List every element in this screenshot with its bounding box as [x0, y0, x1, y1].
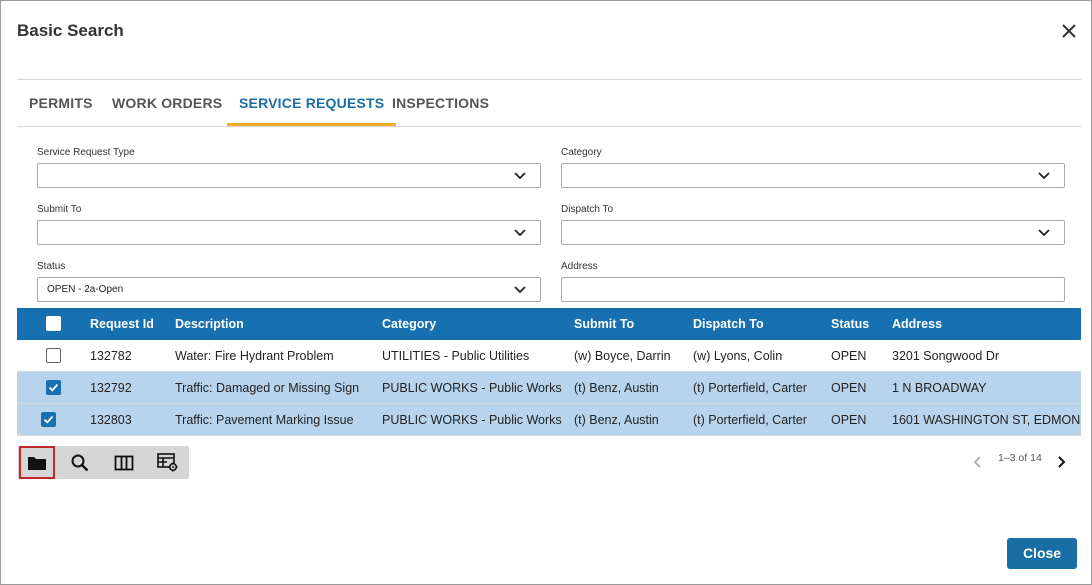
columns-icon — [114, 455, 134, 470]
tab-work-orders[interactable]: WORK ORDERS — [112, 95, 223, 111]
submit-to-cell: (w) Boyce, Darrin — [574, 349, 671, 363]
category-select[interactable] — [561, 163, 1065, 188]
category-cell: UTILITIES - Public Utilities — [382, 349, 530, 363]
close-button[interactable]: Close — [1007, 538, 1077, 569]
column-header-status[interactable]: Status — [831, 317, 870, 331]
status-select[interactable]: OPEN - 2a-Open — [37, 277, 541, 302]
table-row[interactable]: 132782 Water: Fire Hydrant Problem UTILI… — [17, 340, 1081, 372]
address-cell: 3201 Songwood Dr — [892, 349, 1000, 363]
category-cell: PUBLIC WORKS - Public Works — [382, 413, 562, 427]
description-cell: Traffic: Damaged or Missing Sign — [175, 381, 360, 395]
column-header-category[interactable]: Category — [382, 317, 437, 331]
row-checkbox[interactable] — [46, 348, 61, 363]
column-header-request-id[interactable]: Request Id — [90, 317, 154, 331]
search-icon — [71, 454, 89, 471]
grid-toolbar — [18, 446, 189, 479]
tab-inspections[interactable]: INSPECTIONS — [392, 95, 490, 111]
folder-icon — [28, 456, 46, 470]
status-cell: OPEN — [831, 381, 867, 395]
divider — [17, 126, 1081, 127]
chevron-down-icon — [514, 229, 526, 237]
column-header-submit-to[interactable]: Submit To — [574, 317, 635, 331]
chevron-right-icon — [1058, 456, 1066, 468]
divider — [17, 79, 1081, 80]
row-checkbox[interactable] — [41, 412, 56, 427]
status-value: OPEN - 2a-Open — [47, 284, 124, 295]
dispatch-to-cell: (t) Porterfield, Carter — [693, 381, 807, 395]
next-page-button[interactable] — [1054, 453, 1068, 471]
category-cell: PUBLIC WORKS - Public Works — [382, 381, 562, 395]
chevron-down-icon — [514, 172, 526, 180]
submit-to-select[interactable] — [37, 220, 541, 245]
tab-service-requests[interactable]: SERVICE REQUESTS — [227, 83, 397, 126]
grid-header: Request Id Description Category Submit T… — [17, 308, 1081, 340]
status-cell: OPEN — [831, 413, 867, 427]
column-header-description[interactable]: Description — [175, 317, 244, 331]
chevron-down-icon — [1038, 172, 1050, 180]
close-icon[interactable] — [1059, 21, 1079, 41]
service-request-type-select[interactable] — [37, 163, 541, 188]
dispatch-to-cell: (w) Lyons, Colin — [693, 349, 783, 363]
description-cell: Traffic: Pavement Marking Issue — [175, 413, 354, 427]
results-grid: Request Id Description Category Submit T… — [17, 308, 1081, 437]
check-icon — [43, 415, 54, 424]
dispatch-to-cell: (t) Porterfield, Carter — [693, 413, 807, 427]
dispatch-to-select[interactable] — [561, 220, 1065, 245]
address-cell: 1601 WASHINGTON ST, EDMOND, — [892, 413, 1081, 427]
dispatch-to-label: Dispatch To — [561, 204, 614, 215]
search-button[interactable] — [62, 446, 98, 479]
select-all-checkbox[interactable] — [46, 316, 61, 331]
request-id-cell: 132792 — [90, 381, 132, 395]
request-id-cell: 132782 — [90, 349, 132, 363]
column-header-address[interactable]: Address — [892, 317, 943, 331]
dialog-title: Basic Search — [17, 21, 124, 40]
status-label: Status — [37, 261, 66, 272]
column-header-dispatch-to[interactable]: Dispatch To — [693, 317, 764, 331]
description-cell: Water: Fire Hydrant Problem — [175, 349, 334, 363]
tab-permits[interactable]: PERMITS — [29, 95, 93, 111]
row-checkbox[interactable] — [46, 380, 61, 395]
table-row[interactable]: 132803 Traffic: Pavement Marking Issue P… — [17, 404, 1081, 436]
grid-settings-button[interactable] — [150, 446, 186, 479]
request-id-cell: 132803 — [90, 413, 132, 427]
grid-settings-icon — [157, 452, 178, 471]
address-input[interactable] — [561, 277, 1065, 302]
pagination-label: 1–3 of 14 — [998, 452, 1042, 464]
open-button[interactable] — [19, 446, 55, 479]
previous-page-button[interactable] — [971, 453, 985, 471]
chevron-left-icon — [973, 456, 981, 468]
check-icon — [48, 383, 59, 392]
address-label: Address — [561, 261, 598, 272]
category-label: Category — [561, 147, 602, 158]
submit-to-cell: (t) Benz, Austin — [574, 413, 659, 427]
columns-button[interactable] — [106, 446, 142, 479]
address-cell: 1 N BROADWAY — [892, 381, 987, 395]
chevron-down-icon — [1038, 229, 1050, 237]
chevron-down-icon — [514, 286, 526, 294]
service-request-type-label: Service Request Type — [37, 147, 135, 158]
status-cell: OPEN — [831, 349, 867, 363]
submit-to-label: Submit To — [37, 204, 82, 215]
table-row[interactable]: 132792 Traffic: Damaged or Missing Sign … — [17, 372, 1081, 404]
submit-to-cell: (t) Benz, Austin — [574, 381, 659, 395]
